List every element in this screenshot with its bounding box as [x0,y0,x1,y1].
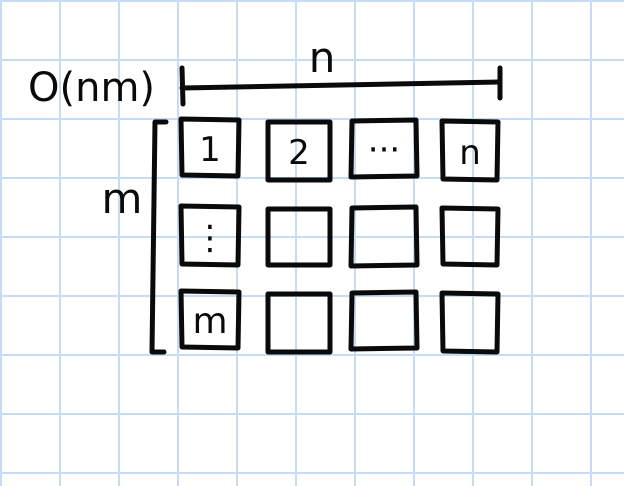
cell-box [178,116,242,179]
matrix-cells: 1 2 ··· n ⋮ m [178,116,501,355]
cell-box [348,117,420,180]
column-count-label: n [309,33,336,82]
cell-box [439,118,501,183]
cell-box [265,291,333,355]
cell-box [265,206,333,268]
matrix-cell-r3-c3 [348,289,420,352]
cell-box [178,288,242,351]
cell-box [348,289,420,352]
matrix-cell-r2-c3 [348,204,420,269]
cell-label: n [459,133,481,173]
matrix-cell-r3-c4 [439,290,501,355]
matrix-cell-r2-c4 [439,205,501,268]
matrix-cell-r2-c2 [265,206,333,268]
matrix-cell-r1-c4: n [439,118,501,183]
matrix-cell-r1-c3: ··· [348,117,420,180]
row-dimension-bracket [149,119,169,355]
cell-label: ⋮ [193,218,227,258]
cell-label: 1 [199,130,221,170]
cell-label: 2 [288,133,310,173]
cell-box [348,204,420,269]
matrix-cell-r1-c1: 1 [178,116,242,179]
matrix-cell-r2-c1: ⋮ [178,203,242,268]
cell-box [439,290,501,355]
cell-box [178,203,242,268]
cell-label: ··· [368,130,400,170]
complexity-label: O(nm) [28,65,155,111]
cell-label: m [192,301,227,342]
matrix-cell-r3-c2 [265,291,333,355]
row-count-label: m [102,174,143,223]
column-dimension-bracket [179,65,503,107]
matrix-cell-r3-c1: m [178,288,242,351]
matrix-cell-r1-c2: 2 [265,119,333,183]
cell-box [439,205,501,268]
cell-box [265,119,333,183]
